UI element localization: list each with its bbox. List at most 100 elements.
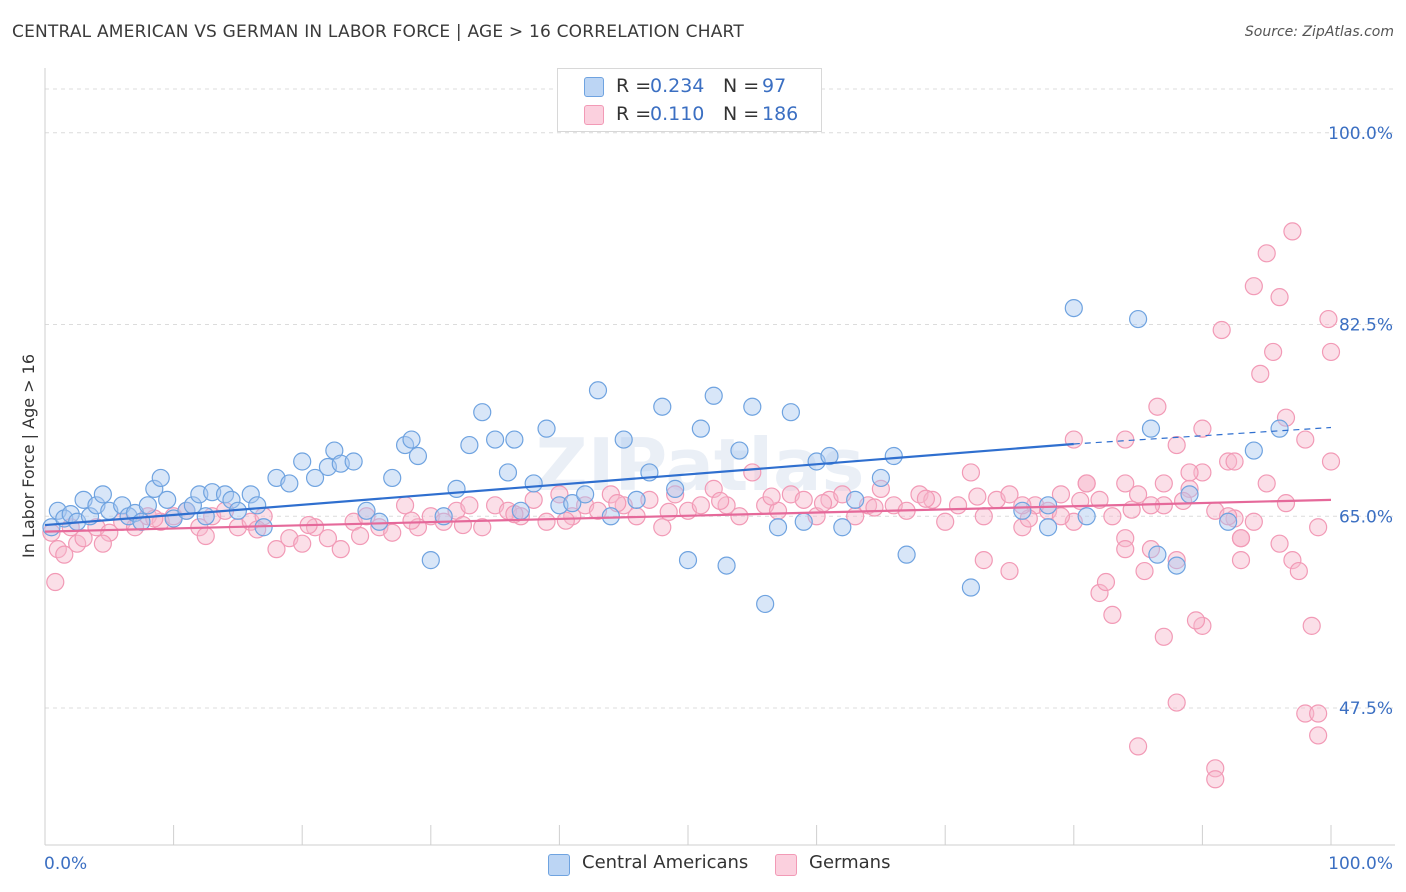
germans-point bbox=[383, 523, 402, 542]
central-americans-point bbox=[473, 403, 492, 422]
x-tick-label: 0.0% bbox=[44, 854, 87, 874]
central-americans-point bbox=[820, 446, 839, 466]
germans-point bbox=[948, 496, 968, 515]
germans-point bbox=[1154, 474, 1173, 493]
central-americans-point bbox=[344, 452, 363, 471]
central-americans-point bbox=[884, 446, 903, 466]
germans-point bbox=[267, 540, 286, 559]
germans-point bbox=[1231, 529, 1251, 548]
central-americans-point bbox=[248, 496, 267, 515]
central-americans-point bbox=[717, 556, 736, 575]
central-americans-point bbox=[158, 490, 177, 509]
central-americans-point bbox=[576, 485, 595, 504]
germans-point bbox=[318, 529, 338, 548]
central-americans-point bbox=[460, 435, 479, 455]
germans-point bbox=[1090, 583, 1109, 603]
germans-point bbox=[1193, 419, 1212, 438]
germans-point bbox=[762, 487, 781, 506]
central-americans-point bbox=[756, 594, 775, 614]
germans-point bbox=[1116, 430, 1135, 449]
central-americans-point bbox=[132, 512, 151, 531]
r-label: R = bbox=[616, 75, 652, 97]
germans-point bbox=[794, 490, 813, 509]
central-americans-point bbox=[447, 479, 466, 498]
germans-point bbox=[46, 572, 65, 592]
germans-point bbox=[691, 496, 710, 515]
central-americans-point bbox=[241, 485, 260, 504]
central-americans-point bbox=[614, 430, 633, 449]
germans-point bbox=[1193, 463, 1212, 482]
y-tick-label: 100.0% bbox=[1328, 124, 1393, 144]
germans-point bbox=[1167, 435, 1186, 455]
germans-point bbox=[1000, 485, 1019, 504]
germans-point bbox=[1000, 561, 1019, 581]
central-americans-point bbox=[871, 468, 891, 488]
germans-point bbox=[293, 534, 312, 553]
germans-point bbox=[460, 496, 479, 515]
germans-point bbox=[1154, 627, 1173, 646]
central-americans-point bbox=[486, 430, 505, 449]
germans-point bbox=[1231, 551, 1251, 570]
germans-point bbox=[813, 494, 833, 513]
germans-point bbox=[395, 496, 415, 515]
germans-point bbox=[1321, 342, 1341, 362]
central-americans-point bbox=[370, 512, 389, 531]
germans-point bbox=[923, 490, 942, 509]
central-americans-point bbox=[402, 430, 421, 449]
germans-trend-line bbox=[44, 498, 1332, 533]
germans-point bbox=[974, 507, 993, 526]
germans-point bbox=[659, 502, 678, 522]
central-americans-point bbox=[1270, 419, 1289, 438]
germans-point bbox=[1302, 616, 1321, 635]
y-axis-label: In Labor Force | Age > 16 bbox=[19, 354, 38, 558]
germans-point bbox=[743, 463, 762, 482]
central-americans-point bbox=[1148, 545, 1167, 564]
germans-point bbox=[1257, 474, 1276, 493]
germans-point bbox=[1051, 507, 1071, 526]
germans-point bbox=[1103, 605, 1122, 625]
central-americans-point bbox=[293, 452, 312, 471]
germans-point bbox=[1321, 452, 1341, 471]
germans-point bbox=[1276, 494, 1296, 513]
central-americans-point bbox=[588, 381, 608, 400]
central-americans-point bbox=[1038, 496, 1058, 515]
germans-point bbox=[1244, 512, 1263, 531]
germans-point bbox=[1174, 491, 1193, 511]
central-americans-point bbox=[601, 507, 620, 526]
central-americans-point bbox=[93, 485, 112, 504]
germans-point bbox=[653, 518, 672, 537]
germans-point bbox=[1212, 320, 1231, 340]
germans-point bbox=[968, 487, 987, 506]
central-americans-point bbox=[743, 397, 762, 416]
germans-point bbox=[974, 551, 993, 570]
central-americans-trend-line bbox=[44, 442, 1074, 527]
chart-title: CENTRAL AMERICAN VS GERMAN IN LABOR FORC… bbox=[12, 22, 744, 42]
central-americans-trend-line-extension bbox=[1073, 426, 1332, 445]
germans-point bbox=[640, 490, 659, 509]
central-americans-point bbox=[794, 512, 813, 531]
germans-point bbox=[100, 523, 119, 542]
germans-point bbox=[1309, 518, 1328, 537]
germans-point bbox=[473, 518, 492, 537]
germans-point bbox=[1283, 222, 1302, 241]
germans-point bbox=[1167, 551, 1186, 570]
germans-point bbox=[1276, 408, 1296, 427]
germans-point bbox=[1270, 534, 1289, 553]
germans-point bbox=[1251, 364, 1270, 383]
germans-point bbox=[1206, 770, 1225, 789]
germans-point bbox=[1116, 474, 1135, 493]
germans-point bbox=[93, 534, 112, 553]
germans-point bbox=[1225, 452, 1244, 471]
germans-point bbox=[1180, 463, 1199, 482]
central-americans-point bbox=[846, 490, 865, 509]
germans-point bbox=[331, 540, 350, 559]
germans-point bbox=[1103, 507, 1122, 526]
germans-point bbox=[916, 489, 936, 508]
germans-swatch bbox=[584, 105, 604, 125]
germans-point bbox=[1319, 309, 1338, 329]
central-americans-point bbox=[222, 490, 241, 509]
germans-point bbox=[1154, 496, 1173, 515]
germans-point bbox=[1090, 490, 1109, 509]
central-americans-legend-swatch bbox=[548, 854, 570, 876]
